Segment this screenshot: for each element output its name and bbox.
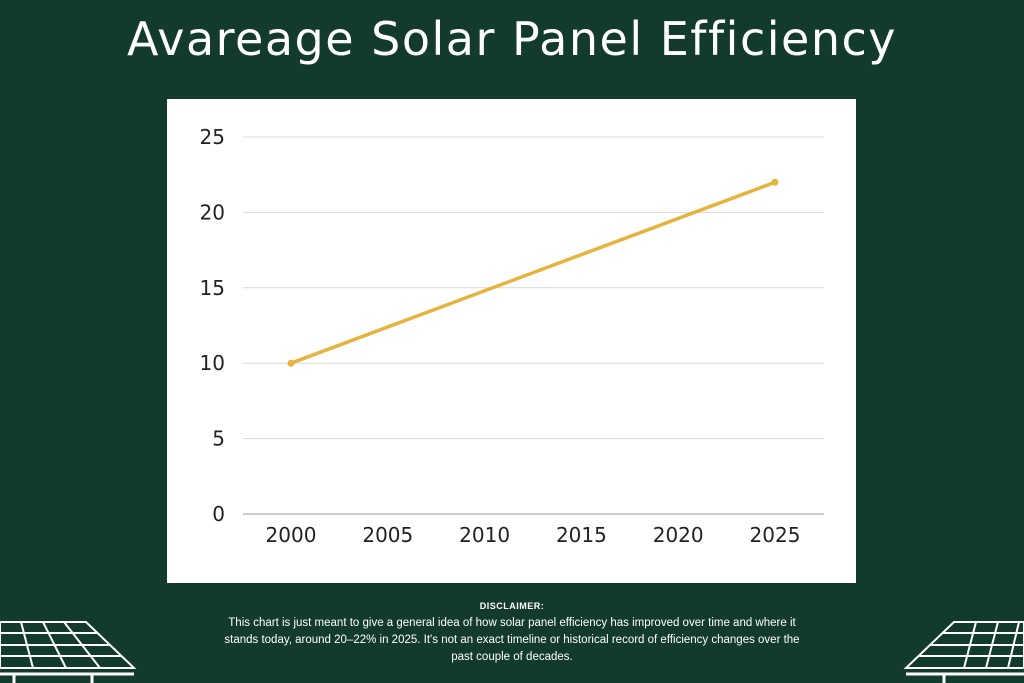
y-tick-label: 0 <box>212 502 225 526</box>
chart-card: 0 5 10 15 20 25 2000 2005 2010 2015 2020 2025 <box>167 99 856 583</box>
x-tick-label: 2005 <box>362 523 413 547</box>
y-tick-label: 20 <box>200 200 225 224</box>
y-tick-label: 25 <box>200 125 225 149</box>
x-tick-label: 2025 <box>750 523 801 547</box>
disclaimer-body: This chart is just meant to give a gener… <box>224 617 800 663</box>
data-point <box>771 178 779 186</box>
y-tick-label: 5 <box>212 427 225 451</box>
disclaimer: DISCLAIMER: This chart is just meant to … <box>212 601 812 666</box>
x-tick-label: 2000 <box>266 523 317 547</box>
x-tick-label: 2020 <box>653 523 704 547</box>
solar-panel-icon <box>903 621 1024 683</box>
x-tick-label: 2010 <box>459 523 510 547</box>
chart-title: Avareage Solar Panel Efficiency <box>126 12 898 66</box>
series-line <box>289 180 777 365</box>
y-tick-label: 10 <box>200 351 225 375</box>
x-tick-label: 2015 <box>556 523 607 547</box>
solar-panel-icon <box>0 621 137 683</box>
data-point <box>287 359 295 367</box>
disclaimer-title: DISCLAIMER: <box>479 601 545 611</box>
y-tick-label: 15 <box>200 276 225 300</box>
